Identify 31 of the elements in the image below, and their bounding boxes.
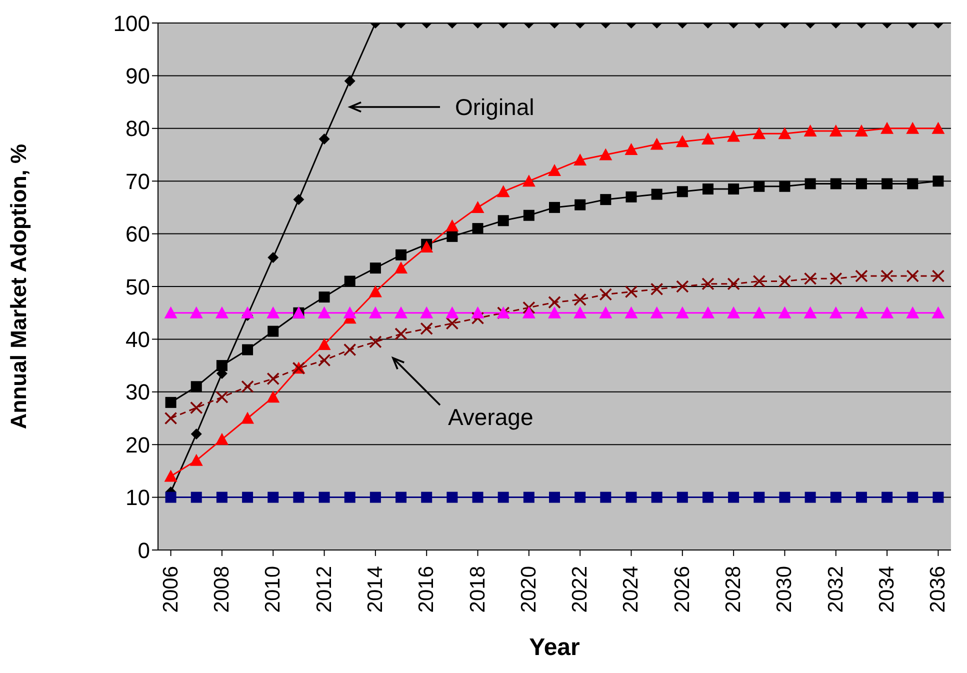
y-tick-label: 20 xyxy=(126,432,150,458)
x-tick-label: 2008 xyxy=(210,566,234,613)
y-tick-label: 70 xyxy=(126,168,150,194)
y-tick-label: 30 xyxy=(126,380,150,405)
x-tick-label: 2022 xyxy=(568,566,592,613)
x-axis-title: Year xyxy=(529,634,580,661)
x-tick-label: 2014 xyxy=(364,566,387,613)
y-tick-label: 10 xyxy=(126,485,150,510)
x-tick-label: 2006 xyxy=(159,566,182,613)
annotation: Original xyxy=(455,94,534,120)
x-tick-label: 2032 xyxy=(824,566,848,613)
x-tick-label: 2024 xyxy=(620,566,643,613)
x-tick-label: 2012 xyxy=(312,566,336,613)
x-tick-label: 2026 xyxy=(670,566,694,613)
x-tick-label: 2020 xyxy=(517,566,540,613)
y-tick-label: 40 xyxy=(126,327,150,352)
annotation: Average xyxy=(448,404,534,430)
y-tick-label: 100 xyxy=(113,10,150,36)
x-tick-label: 2010 xyxy=(262,566,285,613)
x-tick-label: 2036 xyxy=(926,566,950,613)
x-tick-label: 2034 xyxy=(876,566,899,613)
y-tick-label: 0 xyxy=(138,538,150,563)
x-tick-label: 2028 xyxy=(722,566,746,613)
x-tick-label: 2030 xyxy=(773,566,796,613)
y-tick-label: 50 xyxy=(126,274,150,300)
y-tick-label: 60 xyxy=(126,222,150,247)
y-tick-label: 90 xyxy=(126,64,150,89)
y-tick-label: 80 xyxy=(126,116,150,142)
y-axis-title: Annual Market Adoption, % xyxy=(6,144,31,430)
x-tick-label: 2018 xyxy=(466,566,490,613)
x-tick-label: 2016 xyxy=(415,566,438,613)
